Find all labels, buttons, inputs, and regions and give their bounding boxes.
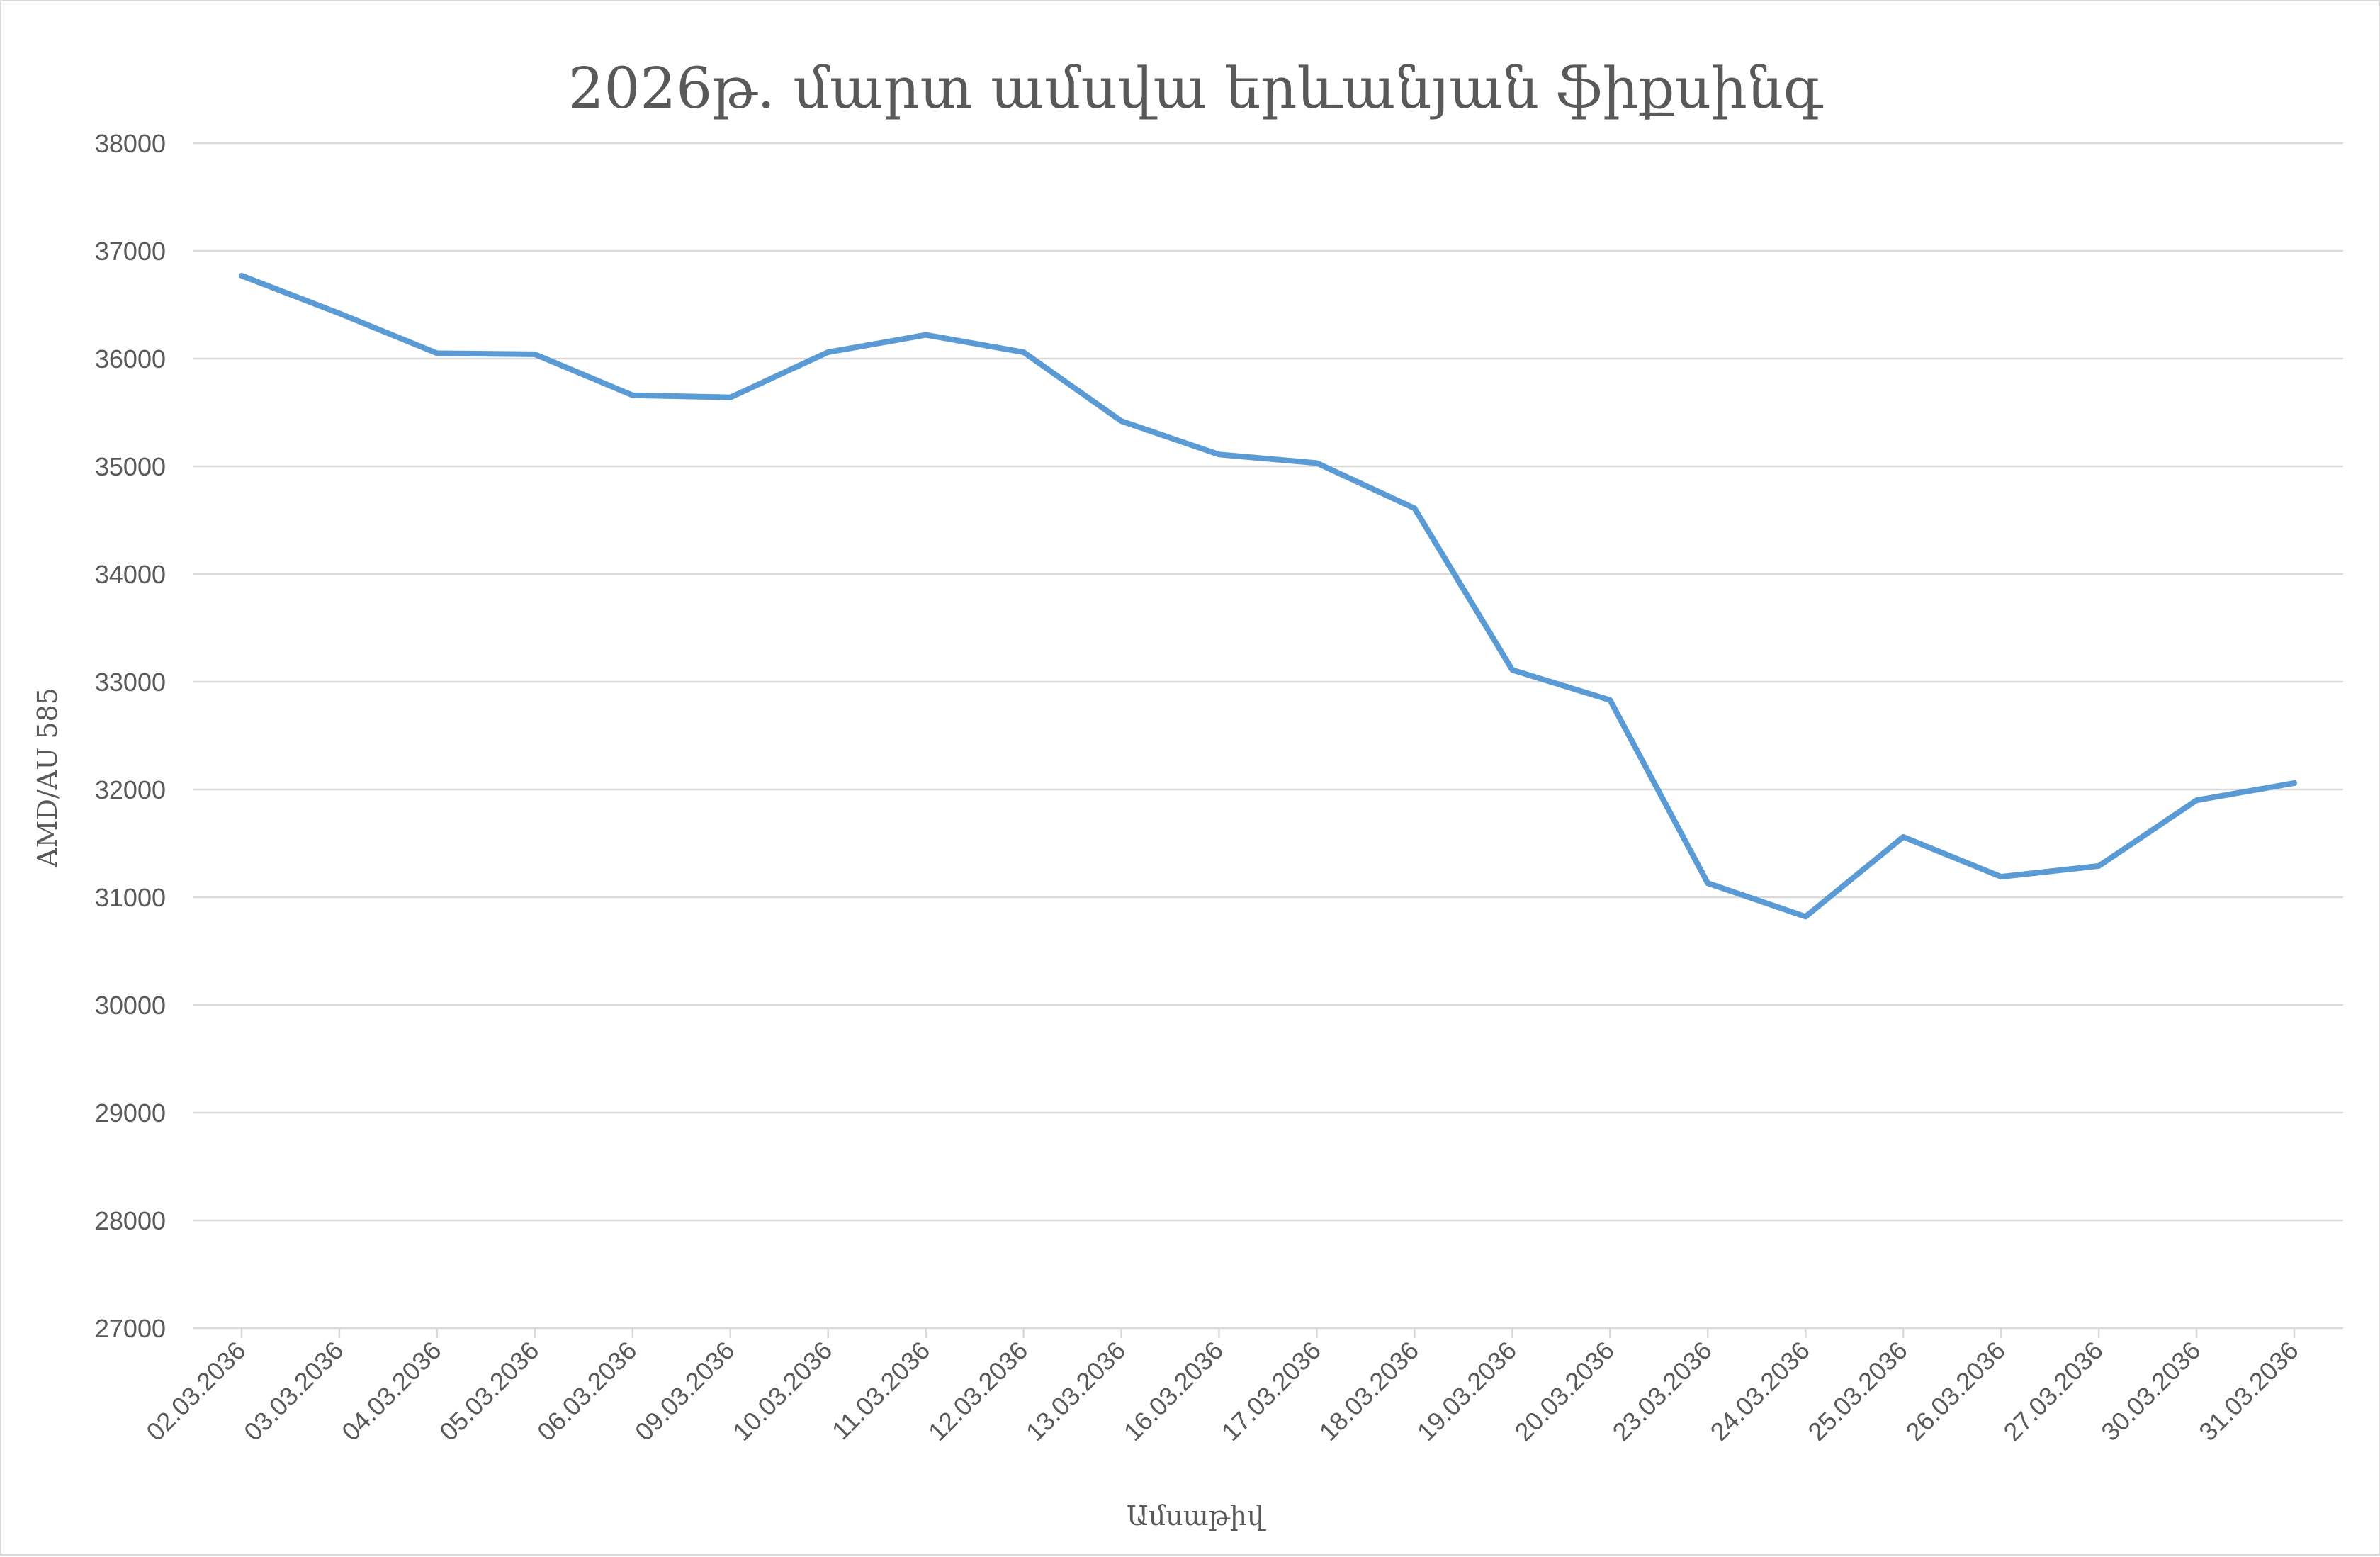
x-axis-label: Ամսաթիվ xyxy=(1127,1500,1266,1531)
y-tick-label: 29000 xyxy=(95,1098,166,1128)
x-tick-label: 27.03.2036 xyxy=(1997,1336,2108,1446)
x-tick-label: 17.03.2036 xyxy=(1216,1336,1326,1446)
gridlines xyxy=(193,142,2343,1330)
x-tick-label: 23.03.2036 xyxy=(1607,1336,1718,1446)
x-tick-label: 02.03.2036 xyxy=(140,1336,251,1446)
x-tick-label: 11.03.2036 xyxy=(826,1336,936,1446)
y-tick-label: 35000 xyxy=(95,452,166,481)
x-tick-label: 10.03.2036 xyxy=(727,1336,837,1446)
x-tick-label: 12.03.2036 xyxy=(923,1336,1033,1446)
series-layer xyxy=(239,273,2297,920)
x-tick-label: 24.03.2036 xyxy=(1705,1336,1815,1446)
y-tick-label: 34000 xyxy=(95,560,166,589)
y-tick-label: 32000 xyxy=(95,775,166,804)
x-tick-label: 25.03.2036 xyxy=(1802,1336,1912,1446)
y-tick-label: 36000 xyxy=(95,344,166,373)
series-line xyxy=(239,273,2297,920)
y-tick-label: 33000 xyxy=(95,668,166,697)
y-axis-tick-labels: 27000 28000 29000 30000 31000 32000 33000 34000… xyxy=(95,129,166,1343)
x-tick-label: 16.03.2036 xyxy=(1118,1336,1229,1446)
x-tick-label: 05.03.2036 xyxy=(434,1336,544,1446)
y-tick-label: 28000 xyxy=(95,1206,166,1235)
y-tick-label: 38000 xyxy=(95,129,166,158)
x-tick-label: 20.03.2036 xyxy=(1509,1336,1620,1446)
x-tick-label: 03.03.2036 xyxy=(238,1336,349,1446)
y-tick-label: 27000 xyxy=(95,1314,166,1343)
x-tick-label: 26.03.2036 xyxy=(1900,1336,2010,1446)
x-tick-label: 06.03.2036 xyxy=(531,1336,642,1446)
x-axis: 02.03.203603.03.203604.03.203605.03.2036… xyxy=(140,1328,2304,1446)
y-tick-label: 31000 xyxy=(95,883,166,912)
x-tick-label: 30.03.2036 xyxy=(2095,1336,2206,1446)
chart-title: 2026թ. մարտ ամսվա երևանյան ֆիքսինգ xyxy=(568,55,1824,121)
y-tick-label: 30000 xyxy=(95,991,166,1020)
x-tick-label: 04.03.2036 xyxy=(336,1336,446,1446)
x-tick-label: 31.03.2036 xyxy=(2193,1336,2303,1446)
y-axis-label: AMD/AU 585 xyxy=(32,687,63,868)
x-tick-label: 13.03.2036 xyxy=(1020,1336,1131,1446)
x-tick-label: 18.03.2036 xyxy=(1314,1336,1424,1446)
x-tick-label: 19.03.2036 xyxy=(1411,1336,1522,1446)
y-tick-label: 37000 xyxy=(95,237,166,266)
x-tick-label: 09.03.2036 xyxy=(629,1336,740,1446)
